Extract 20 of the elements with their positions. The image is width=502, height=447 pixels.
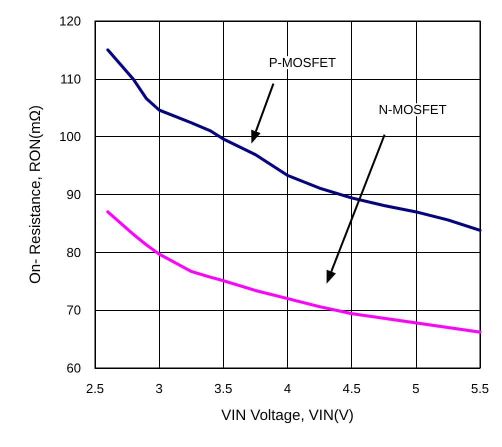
x-axis-title: VIN Voltage, VIN(V) <box>221 407 354 424</box>
x-tick-label: 2.5 <box>86 381 104 396</box>
y-tick-label: 110 <box>60 71 81 86</box>
annotation: N-MOSFET <box>378 102 447 118</box>
annotation: P-MOSFET <box>268 55 336 70</box>
line-series <box>106 48 482 232</box>
x-tick-label: 5.5 <box>470 381 490 396</box>
line-series <box>106 210 482 334</box>
y-tick-label: 80 <box>66 244 81 260</box>
x-tick-label: 4 <box>284 381 292 396</box>
y-tick-label: 90 <box>66 187 81 202</box>
x-tick-label: 4.5 <box>342 381 361 396</box>
y-tick-label: 70 <box>66 302 81 318</box>
x-tick-label: 5 <box>412 381 420 396</box>
y-tick-label: 60 <box>66 360 81 376</box>
x-tick-label: 3.5 <box>214 381 232 396</box>
x-tick-label: 3 <box>156 381 163 396</box>
y-tick-label: 120 <box>59 14 81 28</box>
y-axis-title: On- Resistance, RON(mΩ) <box>27 105 44 284</box>
y-tick-label: 100 <box>59 129 81 144</box>
